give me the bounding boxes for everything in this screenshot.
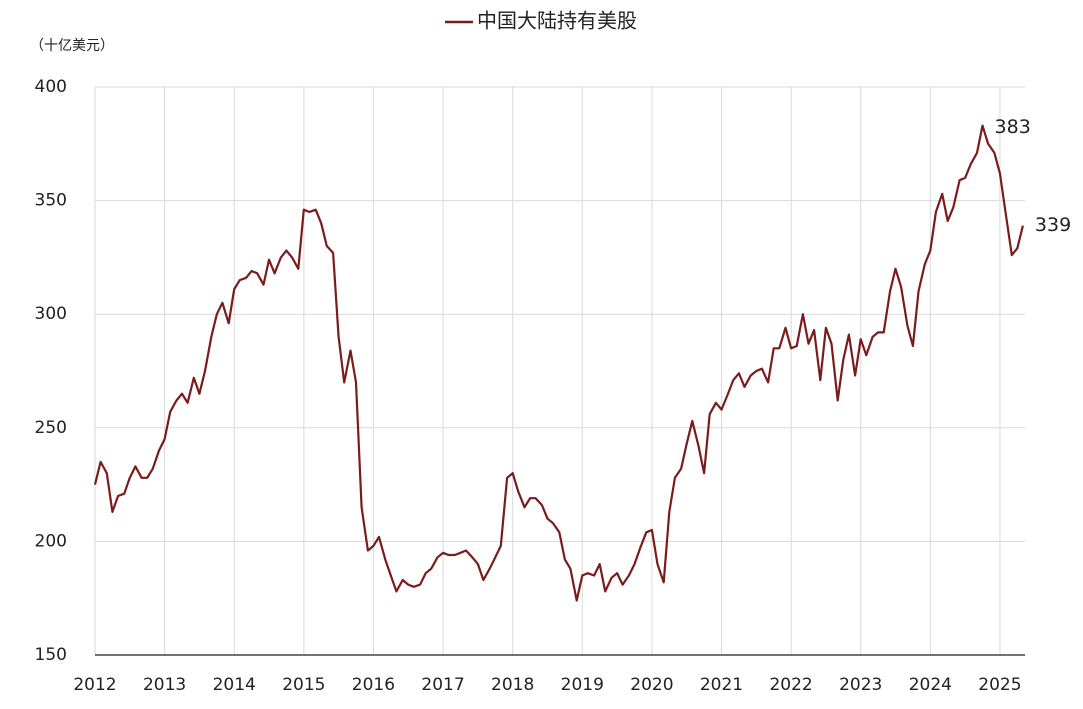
y-tick-label: 300 — [35, 304, 67, 324]
y-axis-label: （十亿美元） — [30, 38, 114, 54]
x-tick-label: 2020 — [630, 675, 673, 695]
data-line — [93, 124, 1024, 602]
x-tick-label: 2023 — [839, 675, 882, 695]
x-tick-label: 2016 — [352, 675, 395, 695]
x-tick-label: 2024 — [909, 675, 952, 695]
y-tick-label: 150 — [35, 645, 67, 665]
x-tick-label: 2022 — [769, 675, 812, 695]
x-tick-label: 2019 — [561, 675, 604, 695]
x-tick-label: 2014 — [213, 675, 256, 695]
x-tick-label: 2012 — [73, 675, 116, 695]
y-tick-label: 400 — [35, 77, 67, 97]
data-label: 383 — [995, 116, 1031, 138]
data-label: 339 — [1035, 214, 1071, 236]
x-tick-label: 2018 — [491, 675, 534, 695]
x-tick-label: 2025 — [978, 675, 1021, 695]
x-tick-label: 2021 — [700, 675, 743, 695]
y-tick-label: 200 — [35, 531, 67, 551]
x-tick-label: 2015 — [282, 675, 325, 695]
y-tick-label: 250 — [35, 418, 67, 438]
x-tick-label: 2013 — [143, 675, 186, 695]
x-tick-label: 2017 — [421, 675, 464, 695]
y-tick-label: 350 — [35, 191, 67, 211]
legend-label: 中国大陆持有美股 — [477, 9, 637, 33]
